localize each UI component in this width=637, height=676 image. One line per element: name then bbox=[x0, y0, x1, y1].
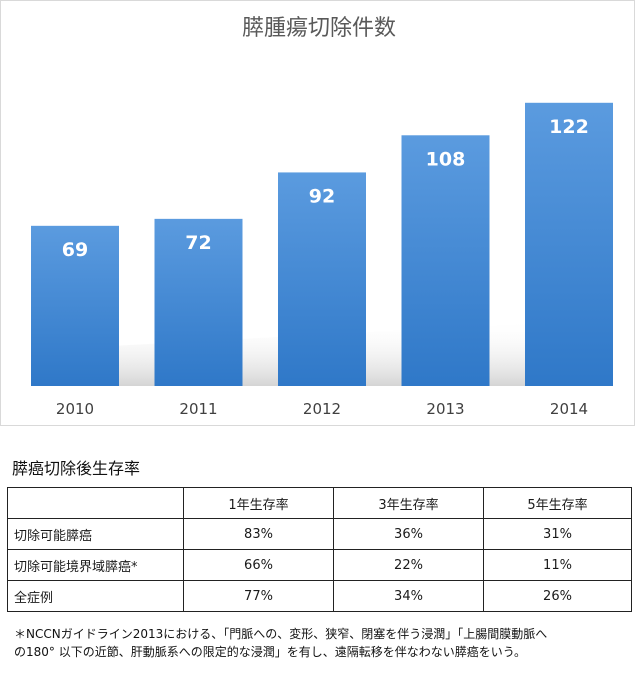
survival-table-title: 膵癌切除後生存率 bbox=[12, 459, 141, 478]
bar-chart: 膵腫瘍切除件数 69 72 92 108 122 2010 2011 2012 2013 201… bbox=[31, 16, 613, 418]
x-tick-label: 2012 bbox=[303, 400, 341, 418]
row-label: 切除可能境界域膵癌* bbox=[7, 549, 184, 581]
table-row: 切除可能境界域膵癌* 66% 22% 11% bbox=[7, 549, 632, 581]
table-cell: 66% bbox=[183, 549, 334, 581]
table-cell: 36% bbox=[333, 518, 484, 550]
x-tick-label: 2011 bbox=[179, 400, 217, 418]
table-cell: 26% bbox=[483, 580, 632, 612]
table-header-cell: 5年生存率 bbox=[483, 487, 632, 519]
footnote-line: ＊NCCNガイドライン2013における、「門脈への、変形、狭窄、閉塞を伴う浸潤」… bbox=[14, 627, 548, 641]
table-header-cell bbox=[7, 487, 184, 519]
footnote: ＊NCCNガイドライン2013における、「門脈への、変形、狭窄、閉塞を伴う浸潤」… bbox=[14, 625, 629, 661]
survival-table: 1年生存率 3年生存率 5年生存率 切除可能膵癌 83% 36% 31% 切除可… bbox=[7, 487, 632, 612]
table-row: 切除可能膵癌 83% 36% 31% bbox=[7, 518, 632, 550]
bar-2013 bbox=[401, 135, 490, 386]
bar-value-label: 122 bbox=[549, 116, 589, 138]
table-header-cell: 1年生存率 bbox=[183, 487, 334, 519]
chart-panel: 膵腫瘍切除件数 69 72 92 108 122 2010 2011 2012 2013 201… bbox=[0, 0, 635, 426]
bar-value-label: 92 bbox=[309, 185, 335, 207]
row-label: 切除可能膵癌 bbox=[7, 518, 184, 550]
row-label: 全症例 bbox=[7, 580, 184, 612]
bar-2011 bbox=[154, 218, 243, 386]
table-cell: 34% bbox=[333, 580, 484, 612]
x-tick-label: 2013 bbox=[426, 400, 464, 418]
table-cell: 22% bbox=[333, 549, 484, 581]
bar-value-label: 108 bbox=[426, 148, 466, 170]
table-cell: 77% bbox=[183, 580, 334, 612]
table-header-row: 1年生存率 3年生存率 5年生存率 bbox=[7, 487, 632, 519]
table-row: 全症例 77% 34% 26% bbox=[7, 580, 632, 612]
bar-2014 bbox=[525, 102, 613, 387]
bar-value-label: 72 bbox=[185, 232, 211, 254]
table-cell: 31% bbox=[483, 518, 632, 550]
table-cell: 83% bbox=[183, 518, 334, 550]
chart-title: 膵腫瘍切除件数 bbox=[242, 16, 396, 41]
table-cell: 11% bbox=[483, 549, 632, 581]
bar-2010 bbox=[31, 225, 119, 386]
x-tick-label: 2010 bbox=[56, 400, 94, 418]
bar-value-label: 69 bbox=[62, 239, 88, 261]
x-tick-label: 2014 bbox=[550, 400, 588, 418]
footnote-line: の180° 以下の近節、肝動脈系への限定的な浸潤」を有し、遠隔転移を伴なわない膵… bbox=[14, 645, 527, 659]
table-header-cell: 3年生存率 bbox=[333, 487, 484, 519]
bar-2012 bbox=[278, 172, 366, 386]
